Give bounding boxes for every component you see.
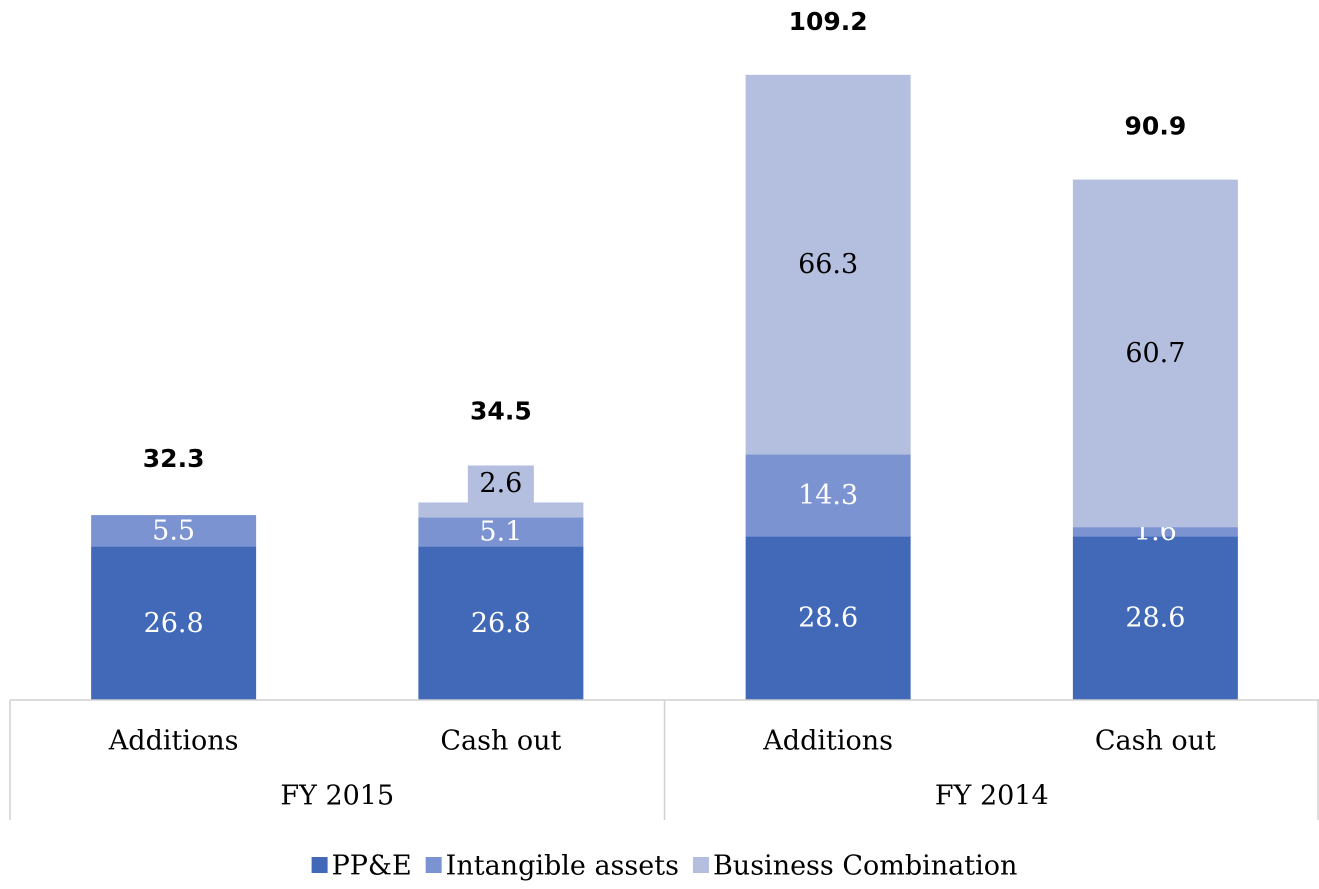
- data-label: 28.6: [798, 603, 858, 634]
- data-label: 28.6: [1125, 603, 1185, 634]
- x-tick-label: Cash out: [440, 726, 561, 757]
- total-label: 109.2: [789, 7, 868, 36]
- total-label: 32.3: [143, 444, 205, 473]
- data-label: 26.8: [471, 608, 531, 639]
- data-label: 60.7: [1125, 338, 1185, 369]
- legend-label: Intangible assets: [446, 851, 679, 882]
- data-label: 26.8: [144, 608, 204, 639]
- bar-segment: [745, 536, 911, 700]
- bar-segment: [418, 546, 584, 700]
- x-tick-label: Cash out: [1095, 726, 1216, 757]
- bar-segment: [745, 74, 911, 455]
- total-label: 34.5: [470, 396, 532, 425]
- bar-segment: [418, 517, 584, 547]
- data-label: 14.3: [798, 480, 858, 511]
- bar-segment: [91, 546, 257, 700]
- bar-segment: [745, 454, 911, 537]
- data-label: 66.3: [798, 249, 858, 280]
- bar-segment: [418, 502, 584, 518]
- bar-segment: [1072, 179, 1238, 528]
- group-label: FY 2014: [935, 781, 1049, 812]
- bar-segment: [91, 515, 257, 547]
- data-label: 2.6: [479, 468, 522, 499]
- legend-swatch: [311, 857, 328, 873]
- legend-label: PP&E: [332, 851, 412, 882]
- bar-segment: [1072, 527, 1238, 537]
- legend-swatch: [425, 857, 442, 873]
- total-label: 90.9: [1125, 112, 1187, 141]
- group-label: FY 2015: [280, 781, 394, 812]
- data-label: 5.1: [479, 516, 522, 547]
- x-tick-label: Additions: [762, 726, 893, 757]
- x-tick-label: Additions: [108, 726, 239, 757]
- legend-label: Business Combination: [713, 851, 1017, 882]
- bar-segment: [1072, 536, 1238, 700]
- legend-swatch: [692, 857, 709, 873]
- data-label: 5.5: [152, 515, 195, 546]
- label-box: [467, 465, 534, 503]
